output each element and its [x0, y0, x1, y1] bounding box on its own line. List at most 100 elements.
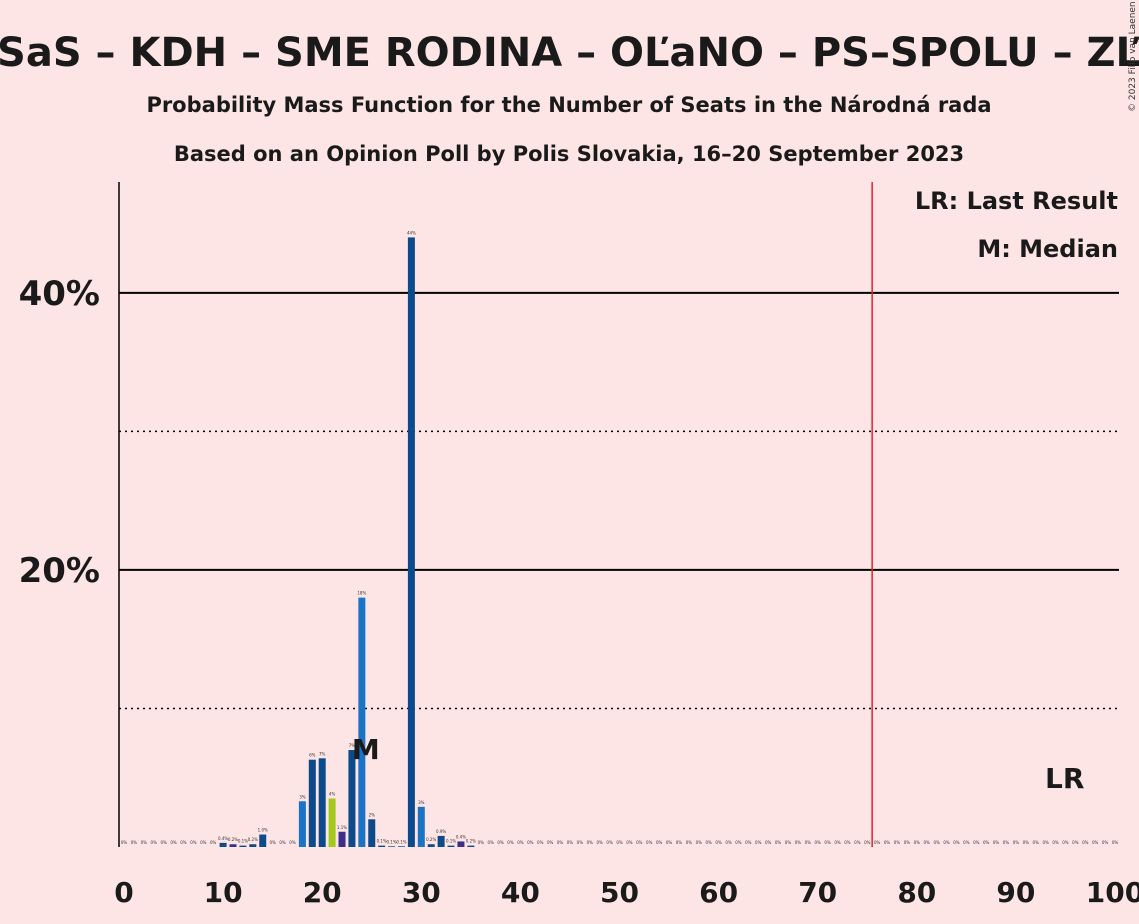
bar-label: 0% [993, 840, 1000, 845]
x-tick-label: 100 [1086, 876, 1139, 909]
bar-label: 0.9% [436, 829, 446, 834]
bar [348, 750, 356, 847]
bar-label: 0% [497, 840, 504, 845]
bar [457, 841, 465, 847]
bar-label: 0% [973, 840, 980, 845]
bar-label: 0% [666, 840, 673, 845]
bar [407, 237, 415, 847]
bar-label: 0% [815, 840, 822, 845]
x-tick-label: 40 [501, 876, 540, 909]
bar [378, 845, 386, 847]
bar-label: 0% [775, 840, 782, 845]
bar-label: 1.0% [258, 828, 268, 833]
bar-labels: 0% 0% 0% 0% 0% 0% 0% 0% 0% 0%0.4% 0.2% 0.1% 0.2%1.0%… [121, 230, 1119, 845]
bar-label: 2% [369, 812, 376, 817]
y-tick-label: 40% [19, 274, 100, 314]
bar-label: 0% [735, 840, 742, 845]
bar [388, 846, 396, 847]
bar-label: 0% [983, 840, 990, 845]
copyright-notice: © 2023 Filip van Laenen [1128, 1, 1138, 112]
bar-label: 1.1% [337, 825, 347, 830]
bar [318, 758, 326, 847]
bar-label: 0% [696, 840, 703, 845]
bar-label: 0% [190, 840, 197, 845]
bar-label: 0% [1033, 840, 1040, 845]
bar-label: 0% [567, 840, 574, 845]
bar-label: 0% [1023, 840, 1030, 845]
bar-label: 0% [646, 840, 653, 845]
bar-label: 0% [924, 840, 931, 845]
bar-label: 0% [824, 840, 831, 845]
x-tick-label: 70 [798, 876, 837, 909]
bar-label: 0.2% [466, 839, 476, 844]
bar-label: 0% [1072, 840, 1079, 845]
bar-label: 0% [1092, 840, 1099, 845]
bar [447, 845, 455, 847]
y-axis-ticks: 20% 40% [19, 274, 100, 591]
y-tick-label: 20% [19, 551, 100, 591]
bar [397, 846, 405, 847]
bar-label: 0% [1112, 840, 1119, 845]
bar [229, 844, 237, 847]
bar [437, 835, 445, 847]
bar [219, 842, 227, 847]
bar-label: 0% [587, 840, 594, 845]
bar [368, 819, 376, 847]
last-result-marker: LR [1045, 762, 1084, 795]
bar-label: 18% [357, 591, 366, 596]
bar-label: 0% [1052, 840, 1059, 845]
bar [239, 845, 247, 847]
bar-label: 0% [864, 840, 871, 845]
bar-label: 0% [904, 840, 911, 845]
bar-label: 0% [121, 840, 128, 845]
bar-label: 0% [795, 840, 802, 845]
bar-label: 0% [636, 840, 643, 845]
bar-label: 0% [1102, 840, 1109, 845]
bar-label: 0% [755, 840, 762, 845]
bar-label: 0% [676, 840, 683, 845]
bars [219, 237, 475, 847]
bar-label: 0.1% [238, 839, 248, 844]
bar [298, 801, 306, 847]
bar-label: 0% [141, 840, 148, 845]
x-tick-label: 60 [699, 876, 738, 909]
bar-label: 0% [537, 840, 544, 845]
bar-label: 0% [805, 840, 812, 845]
chart-subtitle-2: Based on an Opinion Poll by Polis Slovak… [174, 142, 964, 166]
bar-label: 4% [329, 792, 336, 797]
bar-label: 0% [289, 840, 296, 845]
bar-label: 0% [160, 840, 167, 845]
bar-label: 0% [1013, 840, 1020, 845]
bar-label: 0% [577, 840, 584, 845]
bar-label: 0% [943, 840, 950, 845]
bar-label: 0% [953, 840, 960, 845]
bar-label: 0% [170, 840, 177, 845]
x-tick-label: 30 [402, 876, 441, 909]
x-tick-label: 90 [996, 876, 1035, 909]
bar-label: 0% [785, 840, 792, 845]
bar-label: 0% [1062, 840, 1069, 845]
bar-label: 0% [210, 840, 217, 845]
bar-label: 0% [616, 840, 623, 845]
bar-label: 0.1% [396, 839, 406, 844]
legend-median: M: Median [977, 235, 1118, 263]
bar-label: 0% [933, 840, 940, 845]
bar-label: 0% [487, 840, 494, 845]
bar-label: 0% [547, 840, 554, 845]
bar-label: 0% [656, 840, 663, 845]
bar-label: 0% [686, 840, 693, 845]
bar-label: 0% [1003, 840, 1010, 845]
bar-label: 7% [349, 743, 356, 748]
bar-label: 0.4% [456, 834, 466, 839]
bar-label: 0% [834, 840, 841, 845]
legend-last-result: LR: Last Result [915, 187, 1118, 215]
bar [249, 844, 257, 847]
median-marker: M [352, 733, 380, 766]
bar-label: 0% [131, 840, 138, 845]
bar-label: 0% [745, 840, 752, 845]
bar-label: 0% [874, 840, 881, 845]
x-tick-label: 80 [897, 876, 936, 909]
chart-subtitle-1: Probability Mass Function for the Number… [146, 93, 991, 117]
bar-label: 7% [319, 751, 326, 756]
